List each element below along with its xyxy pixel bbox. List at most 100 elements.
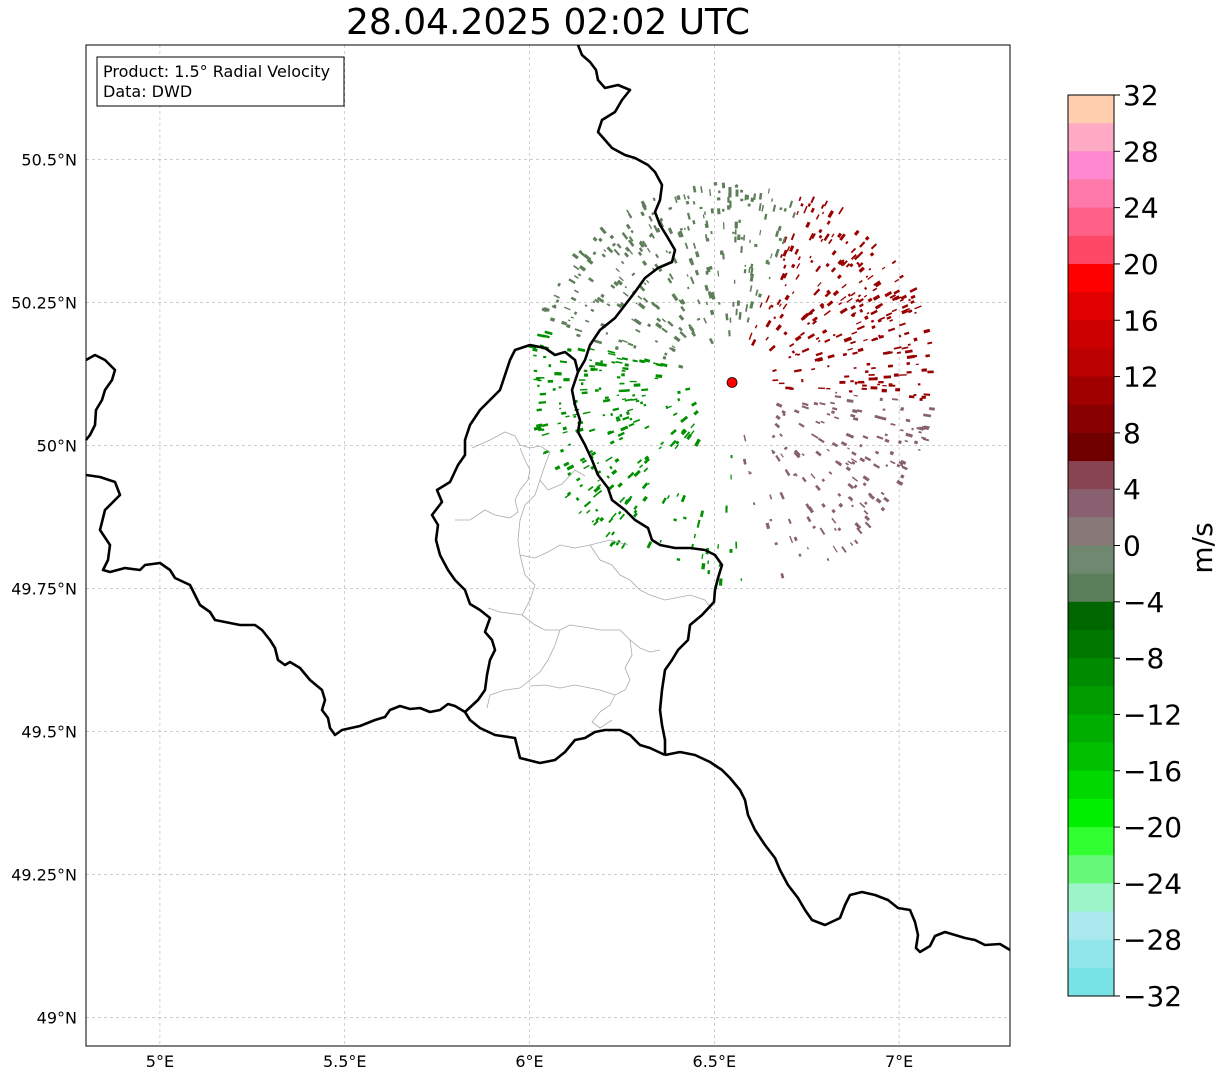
echo-outbound-northeast [850, 304, 856, 310]
echo-outbound-northeast [818, 234, 823, 239]
echo-inbound-northwest [702, 214, 705, 219]
echo-outbound-northeast [783, 272, 788, 279]
echo-outbound-southeast [826, 413, 831, 416]
echo-outbound-northeast [865, 370, 869, 374]
echo-inbound-northwest [777, 225, 782, 232]
echo-outbound-southeast [798, 553, 802, 557]
echo-outbound-northeast [907, 309, 913, 314]
echo-inbound-northwest [586, 258, 594, 265]
echo-inbound-southwest [621, 369, 626, 372]
echo-inbound-southwest [690, 401, 698, 407]
echo-inbound-southwest [616, 357, 623, 361]
echo-inbound-northwest [654, 339, 659, 343]
colorbar-swatch [1068, 629, 1114, 659]
echo-outbound-northeast [813, 288, 821, 296]
echo-outbound-southeast [845, 432, 855, 439]
echo-outbound-southeast [847, 496, 853, 502]
echo-inbound-southwest [607, 350, 616, 354]
echo-inbound-northwest [661, 327, 668, 334]
echo-outbound-southeast [898, 461, 904, 466]
echo-outbound-southeast [826, 557, 830, 562]
echo-outbound-southeast [900, 407, 905, 410]
echo-inbound-northwest [613, 281, 619, 287]
echo-outbound-southeast [856, 527, 863, 535]
colorbar-unit-label: m/s [1186, 522, 1219, 573]
echo-inbound-northwest [671, 348, 676, 353]
echo-inbound-northwest [694, 269, 700, 276]
echo-inbound-southwest [593, 485, 601, 493]
echo-inbound-southwest [541, 428, 545, 432]
echo-outbound-southeast [831, 407, 838, 411]
echo-inbound-southwest [579, 388, 588, 391]
canton-boundaries [455, 431, 713, 729]
echo-outbound-southeast [838, 502, 844, 508]
echo-inbound-southwest [718, 578, 723, 586]
echo-outbound-northeast [750, 339, 757, 347]
echo-inbound-southwest [646, 541, 653, 549]
echo-outbound-northeast [887, 364, 894, 368]
echo-inbound-northwest [616, 279, 623, 286]
echo-inbound-northwest [574, 328, 583, 333]
echo-inbound-northwest [735, 189, 739, 197]
lon-tick-label: 5.5°E [323, 1052, 367, 1071]
echo-inbound-northwest [688, 323, 695, 332]
colorbar-swatch [1068, 939, 1114, 969]
echo-inbound-northwest [708, 337, 714, 345]
echo-inbound-southwest [562, 430, 568, 434]
echo-outbound-northeast [859, 241, 866, 248]
echo-inbound-southwest [740, 578, 743, 581]
echo-outbound-southeast [854, 539, 859, 545]
echo-outbound-northeast [913, 393, 917, 397]
echo-inbound-northwest [606, 303, 611, 307]
echo-outbound-southeast [834, 395, 842, 399]
echo-outbound-northeast [899, 322, 906, 327]
echo-inbound-southwest [609, 465, 613, 470]
colorbar-swatch [1068, 601, 1114, 631]
echo-inbound-southwest [636, 459, 642, 464]
echo-inbound-southwest [643, 358, 651, 363]
echo-outbound-northeast [927, 370, 934, 374]
colorbar-tick-label: 28 [1123, 135, 1159, 168]
colorbar-swatch [1068, 967, 1114, 997]
echo-inbound-northwest [557, 282, 561, 287]
echo-inbound-southwest [579, 457, 586, 462]
echo-outbound-southeast [769, 518, 773, 522]
echo-inbound-northwest [648, 224, 653, 230]
echo-outbound-northeast [840, 259, 845, 264]
echo-inbound-northwest [648, 233, 653, 238]
echo-outbound-northeast [810, 259, 814, 264]
echo-outbound-northeast [870, 309, 878, 316]
echo-outbound-southeast [801, 453, 805, 457]
latitude-labels: 49°N 49.25°N 49.5°N 49.75°N 50°N 50.25°N 50.5°… [11, 150, 77, 1027]
echo-inbound-northwest [584, 304, 588, 307]
echo-outbound-northeast [794, 248, 800, 255]
echo-inbound-northwest [599, 226, 607, 235]
echo-inbound-northwest [650, 232, 655, 239]
echo-outbound-northeast [856, 325, 865, 331]
echo-inbound-northwest [628, 213, 633, 219]
echo-inbound-southwest [633, 509, 638, 514]
echo-inbound-northwest [710, 208, 714, 214]
echo-inbound-southwest [537, 376, 545, 379]
echo-outbound-northeast [765, 319, 772, 328]
echo-outbound-northeast [782, 303, 788, 310]
echo-outbound-northeast [888, 383, 893, 386]
echo-outbound-southeast [853, 394, 859, 397]
echo-inbound-northwest [716, 197, 721, 201]
echo-inbound-southwest [672, 412, 678, 417]
echo-outbound-northeast [863, 338, 868, 342]
echo-inbound-southwest [676, 557, 681, 562]
echo-inbound-southwest [592, 491, 600, 498]
echo-outbound-southeast [874, 450, 880, 455]
echo-outbound-northeast [910, 294, 916, 300]
echo-outbound-southeast [780, 453, 784, 458]
echo-outbound-northeast [795, 274, 800, 280]
echo-outbound-southeast [847, 460, 853, 465]
echo-outbound-northeast [801, 378, 804, 383]
echo-outbound-southeast [875, 497, 882, 504]
echo-inbound-southwest [589, 359, 593, 362]
colorbar-swatch [1068, 798, 1114, 828]
echo-outbound-northeast [844, 375, 850, 378]
echo-outbound-northeast [826, 387, 831, 390]
colorbar: 32 28 24 20 16 12 8 4 0 −4 −8 −12 −16 −20 −24 −28 −32 m/… [1067, 79, 1219, 1013]
